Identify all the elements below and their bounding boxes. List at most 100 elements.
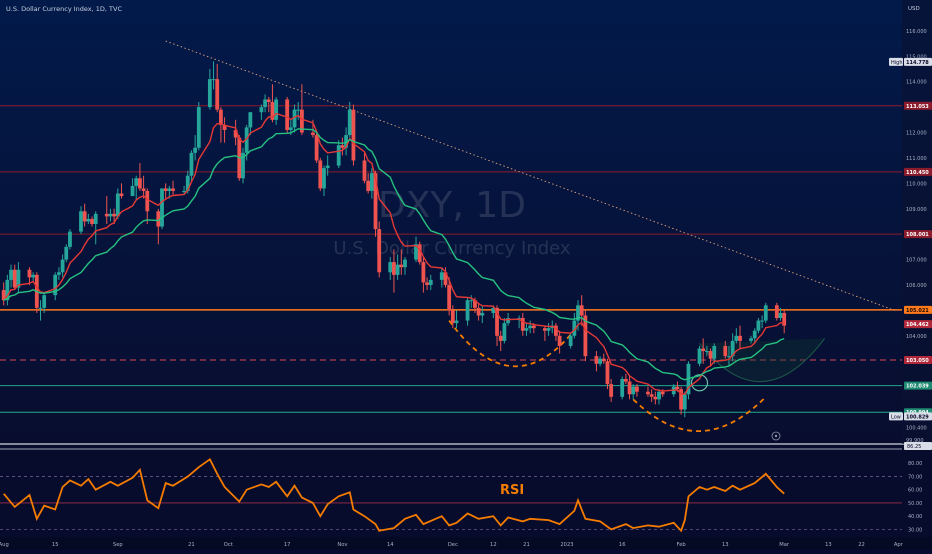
candle-body[interactable] xyxy=(660,391,665,395)
candle-body[interactable] xyxy=(347,109,352,136)
candle-body[interactable] xyxy=(93,213,98,224)
candle-body[interactable] xyxy=(473,300,477,308)
candle-body[interactable] xyxy=(631,386,636,395)
rsi-pane[interactable] xyxy=(0,450,932,540)
candle-body[interactable] xyxy=(399,264,404,268)
candle-body[interactable] xyxy=(697,348,702,364)
candle-body[interactable] xyxy=(299,109,304,133)
candle-body[interactable] xyxy=(738,335,742,341)
candle-body[interactable] xyxy=(86,218,91,222)
candle-body[interactable] xyxy=(576,305,580,321)
candle-body[interactable] xyxy=(476,307,481,316)
candle-body[interactable] xyxy=(752,330,757,339)
candle-body[interactable] xyxy=(601,358,606,362)
candle-body[interactable] xyxy=(756,320,761,331)
candle-body[interactable] xyxy=(222,124,227,130)
ema-slow-line[interactable] xyxy=(3,128,785,381)
candle-body[interactable] xyxy=(605,361,610,385)
candle-body[interactable] xyxy=(425,282,429,285)
candle-body[interactable] xyxy=(64,246,69,260)
candle-body[interactable] xyxy=(454,320,459,324)
candle-body[interactable] xyxy=(635,386,639,392)
candle-body[interactable] xyxy=(377,229,382,273)
candle-body[interactable] xyxy=(288,127,293,130)
candle-body[interactable] xyxy=(450,310,455,324)
candle-body[interactable] xyxy=(524,328,529,331)
candle-body[interactable] xyxy=(609,384,614,397)
candle-body[interactable] xyxy=(16,269,21,288)
candle-body[interactable] xyxy=(528,325,533,329)
candle-body[interactable] xyxy=(171,188,175,191)
candle-body[interactable] xyxy=(351,109,356,161)
candle-body[interactable] xyxy=(233,129,238,138)
candle-body[interactable] xyxy=(196,107,201,148)
candle-body[interactable] xyxy=(68,231,72,247)
candle-body[interactable] xyxy=(53,274,58,296)
candle-body[interactable] xyxy=(57,272,61,275)
candle-body[interactable] xyxy=(704,351,709,353)
rsi-line[interactable] xyxy=(3,457,785,533)
candle-body[interactable] xyxy=(134,178,139,186)
candle-body[interactable] xyxy=(167,188,172,191)
candle-body[interactable] xyxy=(679,389,684,410)
candle-body[interactable] xyxy=(778,312,783,319)
candle-body[interactable] xyxy=(701,348,706,352)
candle-body[interactable] xyxy=(248,112,253,128)
candle-body[interactable] xyxy=(156,211,161,227)
candle-body[interactable] xyxy=(388,262,393,273)
candle-body[interactable] xyxy=(439,272,444,280)
candle-body[interactable] xyxy=(623,379,628,382)
candle-body[interactable] xyxy=(115,193,120,217)
candle-body[interactable] xyxy=(322,168,326,189)
candle-body[interactable] xyxy=(160,188,164,227)
candle-body[interactable] xyxy=(9,269,13,280)
candle-body[interactable] xyxy=(79,211,83,232)
candle-body[interactable] xyxy=(392,262,396,275)
candle-body[interactable] xyxy=(104,213,109,217)
candle-body[interactable] xyxy=(749,338,753,341)
candle-body[interactable] xyxy=(366,180,371,191)
candle-body[interactable] xyxy=(182,190,186,192)
candle-body[interactable] xyxy=(712,345,717,359)
candle-body[interactable] xyxy=(395,264,400,275)
candle-body[interactable] xyxy=(108,213,113,217)
candle-body[interactable] xyxy=(27,269,32,278)
pattern-arc[interactable] xyxy=(448,320,579,368)
candle-body[interactable] xyxy=(465,300,470,321)
candle-body[interactable] xyxy=(675,386,680,390)
candle-body[interactable] xyxy=(491,307,496,313)
candle-body[interactable] xyxy=(723,345,728,357)
candle-body[interactable] xyxy=(340,145,345,148)
candle-body[interactable] xyxy=(542,328,547,331)
candle-body[interactable] xyxy=(649,394,654,397)
candle-body[interactable] xyxy=(218,109,223,125)
candle-body[interactable] xyxy=(657,391,661,400)
candle-body[interactable] xyxy=(241,152,245,179)
candle-body[interactable] xyxy=(163,188,168,191)
candle-body[interactable] xyxy=(682,394,687,410)
candle-body[interactable] xyxy=(263,99,267,108)
candle-body[interactable] xyxy=(362,160,367,181)
candle-body[interactable] xyxy=(403,259,407,268)
candle-body[interactable] xyxy=(447,284,452,311)
candle-body[interactable] xyxy=(266,99,271,103)
settings-icon[interactable] xyxy=(771,431,781,441)
candle-body[interactable] xyxy=(572,320,577,336)
candle-body[interactable] xyxy=(318,160,323,189)
candle-body[interactable] xyxy=(653,396,658,400)
pattern-arc[interactable] xyxy=(632,396,767,432)
candle-body[interactable] xyxy=(708,351,713,359)
candle-body[interactable] xyxy=(189,152,194,176)
price-axis-panel[interactable] xyxy=(902,0,932,444)
candle-body[interactable] xyxy=(42,295,47,308)
candle-body[interactable] xyxy=(421,262,426,283)
candle-body[interactable] xyxy=(531,325,536,329)
candle-body[interactable] xyxy=(90,218,94,224)
candle-body[interactable] xyxy=(506,318,510,324)
candle-body[interactable] xyxy=(31,274,36,278)
candle-body[interactable] xyxy=(495,307,499,336)
candle-body[interactable] xyxy=(344,135,348,148)
candle-body[interactable] xyxy=(782,312,787,326)
candle-body[interactable] xyxy=(480,312,485,316)
